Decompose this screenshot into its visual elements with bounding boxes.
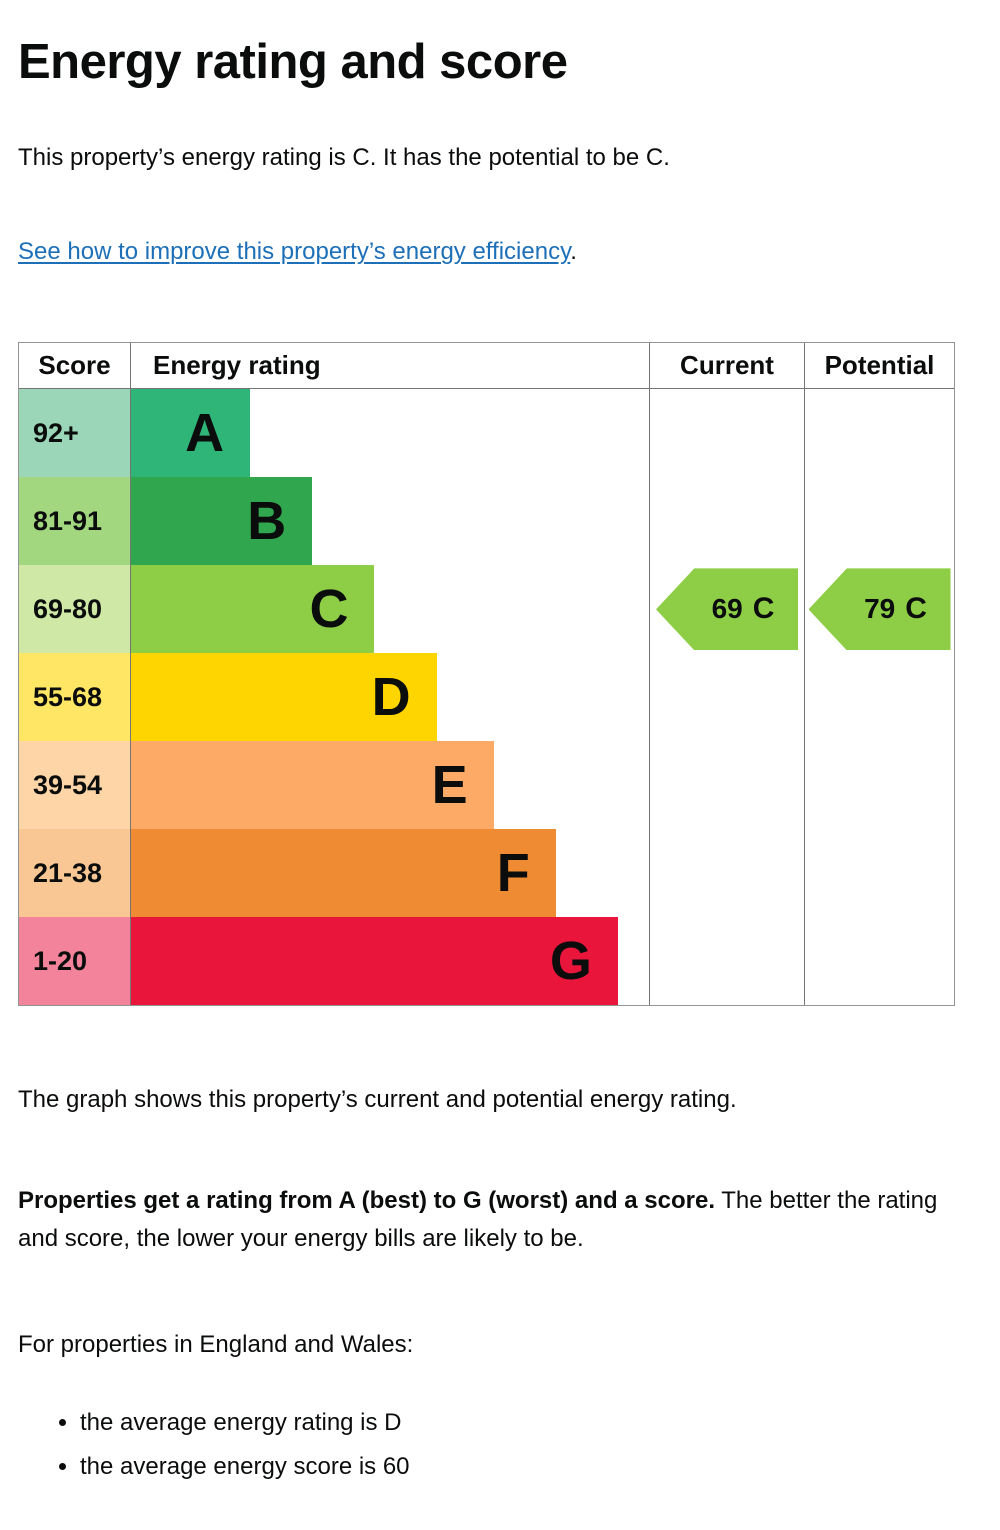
band-bar-a: A (131, 389, 251, 478)
band-score: 1-20 (19, 917, 131, 1006)
potential-cell (804, 917, 954, 1006)
band-score: 81-91 (19, 477, 131, 566)
current-cell (649, 653, 804, 742)
potential-cell (804, 653, 954, 742)
band-score: 69-80 (19, 565, 131, 654)
improve-link-paragraph: See how to improve this property’s energ… (18, 238, 955, 266)
list-item-average-score: the average energy score is 60 (80, 1445, 955, 1489)
band-bar-g: G (131, 917, 618, 1006)
current-cell (649, 829, 804, 918)
band-row-f: 21-38 F (19, 829, 954, 918)
current-rating-letter: C (752, 592, 775, 626)
band-letter: G (549, 931, 592, 992)
band-score: 92+ (19, 389, 131, 478)
improve-link[interactable]: See how to improve this property’s energ… (18, 238, 571, 266)
column-header-current: Current (649, 343, 804, 389)
band-bar-d: D (131, 653, 437, 742)
page-title: Energy rating and score (18, 35, 568, 89)
list-item-average-rating: the average energy rating is D (80, 1401, 955, 1445)
band-score: 55-68 (19, 653, 131, 742)
average-stats-list: the average energy rating is D the avera… (18, 1401, 955, 1490)
band-row-d: 55-68 D (19, 653, 954, 742)
potential-rating-value: 79 (864, 593, 896, 625)
epc-chart: Score Energy rating Current Potential 92… (18, 342, 955, 1007)
intro-text: This property’s energy rating is C. It h… (18, 144, 670, 171)
column-header-score: Score (19, 343, 131, 389)
band-letter: A (185, 403, 225, 464)
region-heading: For properties in England and Wales: (18, 1330, 414, 1358)
band-bar-b: B (131, 477, 313, 566)
band-score: 21-38 (19, 829, 131, 918)
potential-rating-arrow: 79 C (808, 568, 951, 651)
band-row-c: 69-80 C 69 C 79 C (19, 565, 954, 654)
band-letter: D (371, 667, 411, 728)
band-score: 39-54 (19, 741, 131, 830)
potential-cell: 79 C (804, 565, 954, 654)
current-cell (649, 741, 804, 830)
column-header-energy-rating: Energy rating (153, 350, 321, 381)
potential-cell (804, 477, 954, 566)
potential-cell (804, 389, 954, 478)
band-letter: E (431, 755, 468, 816)
potential-cell (804, 829, 954, 918)
column-header-potential: Potential (804, 343, 954, 389)
graph-caption: The graph shows this property’s current … (18, 1086, 737, 1114)
band-bar-cell: D (131, 653, 649, 742)
ratings-explanation: Properties get a rating from A (best) to… (18, 1182, 955, 1256)
band-row-a: 92+ A (19, 389, 954, 478)
potential-cell (804, 741, 954, 830)
band-letter: B (247, 491, 287, 552)
epc-chart-header: Score Energy rating Current Potential (19, 343, 954, 390)
band-row-e: 39-54 E (19, 741, 954, 830)
band-row-g: 1-20 G (19, 917, 954, 1006)
band-bar-f: F (131, 829, 556, 918)
band-bar-cell: E (131, 741, 649, 830)
band-bar-e: E (131, 741, 494, 830)
band-letter: F (496, 843, 530, 904)
current-rating-arrow: 69 C (656, 568, 798, 651)
ratings-explanation-bold: Properties get a rating from A (best) to… (18, 1187, 715, 1215)
current-cell (649, 389, 804, 478)
current-cell (649, 477, 804, 566)
current-cell (649, 917, 804, 1006)
band-bar-cell: C (131, 565, 649, 654)
band-letter: C (309, 579, 349, 640)
band-bar-cell: G (131, 917, 649, 1006)
band-bar-c: C (131, 565, 375, 654)
current-cell: 69 C (649, 565, 804, 654)
link-suffix: . (570, 238, 577, 266)
band-bar-cell: A (131, 389, 649, 478)
band-bar-cell: F (131, 829, 649, 918)
ratings-explanation-rest: The better the rating and score, the low… (18, 1187, 938, 1252)
current-rating-value: 69 (711, 593, 743, 625)
band-row-b: 81-91 B (19, 477, 954, 566)
band-bar-cell: B (131, 477, 649, 566)
potential-rating-letter: C (905, 592, 927, 626)
